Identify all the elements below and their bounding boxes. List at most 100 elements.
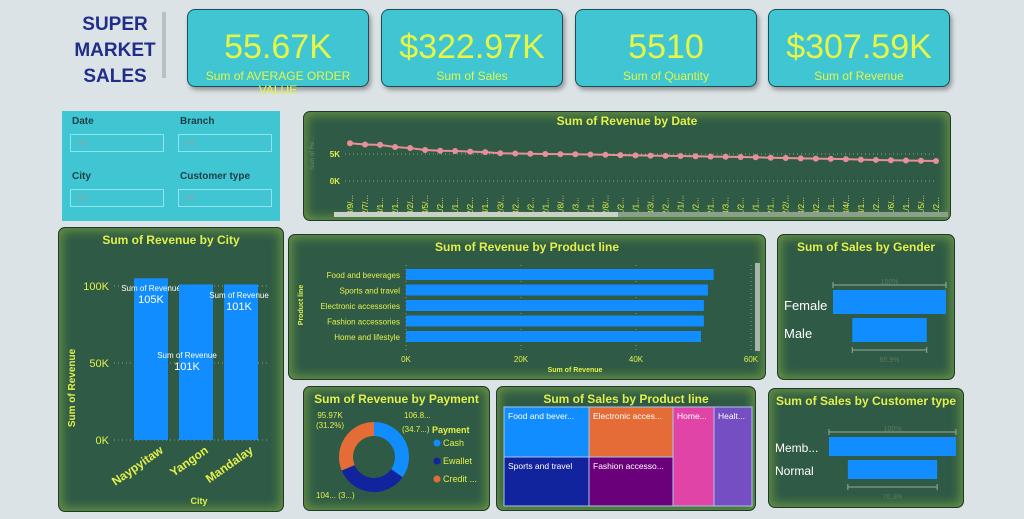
slicer-label-branch: Branch xyxy=(180,116,215,127)
dropdown-value: All xyxy=(77,138,88,148)
dashboard-title: SUPER MARKET SALES xyxy=(60,12,170,90)
sales-by-customer-type-chart: Sum of Sales by Customer type 100% Memb..… xyxy=(768,388,964,508)
data-point xyxy=(752,154,759,161)
scrollbar-thumb xyxy=(334,212,618,217)
treemap-label: Food and bever... xyxy=(508,411,574,421)
chevron-down-icon: ⌄ xyxy=(150,191,158,201)
treemap-label: Healt... xyxy=(718,411,745,421)
range-bracket xyxy=(828,429,957,435)
bar-chart: Product line 0K 20K 40K 60K Food and beverage… xyxy=(298,263,760,374)
data-point xyxy=(812,155,819,162)
category-label: Male xyxy=(784,326,812,341)
data-point xyxy=(377,141,384,148)
customer-type-dropdown[interactable]: All ⌄ xyxy=(178,189,272,207)
sales-by-product-treemap: Sum of Sales by Product line Food and be… xyxy=(496,386,756,511)
funnel-bottom-label: 65.9% xyxy=(880,357,900,364)
data-point xyxy=(467,148,474,155)
x-tick-label: 1/2... xyxy=(872,197,881,215)
kpi-label: Sum of Sales xyxy=(436,69,508,83)
chart-title: Sum of Revenue by Date xyxy=(556,114,698,128)
revenue-by-product-chart: Sum of Revenue by Product line Product l… xyxy=(288,234,766,380)
branch-dropdown[interactable]: All ⌄ xyxy=(178,134,272,152)
data-point xyxy=(677,153,684,160)
treemap: Food and bever... Electronic acces... Home… xyxy=(503,406,753,507)
data-point xyxy=(422,146,429,153)
data-point xyxy=(452,148,459,155)
x-tick-label: 1/6/... xyxy=(887,195,896,215)
funnel-bar xyxy=(829,437,956,456)
x-tick-label: 3/1... xyxy=(481,197,490,215)
data-point xyxy=(797,155,804,162)
treemap-tile xyxy=(672,406,715,507)
x-tick-label: 1/3... xyxy=(571,197,580,215)
data-point xyxy=(692,153,699,160)
data-label-value: 105K xyxy=(138,294,164,306)
data-point xyxy=(647,152,654,159)
range-bracket xyxy=(851,347,928,353)
x-tick-label: 1/1... xyxy=(631,197,640,215)
y-tick-label: Sports and travel xyxy=(340,287,401,296)
x-tick-label: 2/1... xyxy=(541,197,550,215)
kpi-revenue: $307.59K Sum of Revenue xyxy=(768,9,950,87)
range-bracket xyxy=(847,484,938,490)
data-label: (34.7...) xyxy=(402,425,430,434)
chart-title: Sum of Revenue by Payment xyxy=(314,392,479,406)
x-tick-label: 3/4/... xyxy=(842,195,851,215)
x-tick-label: 1/8/... xyxy=(556,195,565,215)
x-tick-label: 2/2/... xyxy=(782,195,791,215)
x-tick-label: 2/3/... xyxy=(496,195,505,215)
x-tick-label: 3/1... xyxy=(857,197,866,215)
donut-slice xyxy=(339,422,374,471)
data-label-name: Sum of Revenue xyxy=(121,284,181,293)
treemap-label: Electronic acces... xyxy=(593,411,662,421)
chevron-down-icon: ⌄ xyxy=(258,136,266,146)
data-point xyxy=(407,145,414,152)
x-tick-label: 3/5/... xyxy=(421,195,430,215)
dropdown-value: All xyxy=(77,193,88,203)
y-tick-label: 100K xyxy=(83,281,109,293)
date-dropdown[interactable]: All ⌄ xyxy=(70,134,164,152)
category-label: Normal xyxy=(775,464,814,478)
data-point xyxy=(857,156,864,163)
data-point xyxy=(557,151,564,158)
x-tick-label: 1/2... xyxy=(932,197,941,215)
x-tick-label: 40K xyxy=(629,355,644,364)
data-point xyxy=(662,152,669,159)
x-tick-label: 0K xyxy=(401,355,411,364)
bar xyxy=(224,284,258,440)
treemap-tile xyxy=(588,456,674,507)
revenue-by-payment-chart: Sum of Revenue by Payment 106.8... (34.7.… xyxy=(303,386,490,511)
kpi-label: Sum of Quantity xyxy=(622,69,710,83)
bar xyxy=(406,315,704,327)
treemap-label: Fashion accesso... xyxy=(593,461,664,471)
legend-item: Credit ... xyxy=(443,474,477,484)
treemap-tile xyxy=(503,406,590,458)
x-tick-label: 1/2... xyxy=(737,197,746,215)
data-label: 106.8... xyxy=(404,411,431,420)
bar xyxy=(406,331,701,342)
legend-marker xyxy=(433,457,441,465)
sales-by-gender-chart: Sum of Sales by Gender 100% Female Male 65.… xyxy=(777,234,955,380)
bar xyxy=(134,278,168,440)
y-tick-label: Home and lifestyle xyxy=(334,333,400,342)
x-tick-label: 1/5/... xyxy=(917,195,926,215)
dropdown-value: All xyxy=(185,193,196,203)
data-point xyxy=(542,151,549,157)
y-tick-label: 0K xyxy=(330,177,340,186)
x-axis-label: City xyxy=(190,496,207,506)
chevron-down-icon: ⌄ xyxy=(258,191,266,201)
data-label-value: 101K xyxy=(174,361,200,373)
kpi-sales: $322.97K Sum of Sales xyxy=(381,9,563,87)
treemap-tile xyxy=(588,406,674,458)
data-point xyxy=(902,157,909,164)
chart-title: Sum of Revenue by Product line xyxy=(434,240,620,254)
city-dropdown[interactable]: All ⌄ xyxy=(70,189,164,207)
funnel-chart: 100% Memb... Normal 70.3% xyxy=(775,426,957,501)
bar xyxy=(406,300,704,311)
x-tick-label: 1/1/... xyxy=(677,195,686,215)
legend-item: Cash xyxy=(443,438,464,448)
slicer-panel: Date All ⌄ Branch All ⌄ City All ⌄ Customer… xyxy=(62,111,280,221)
treemap-tile xyxy=(503,456,590,507)
data-point xyxy=(737,153,744,160)
bar xyxy=(406,269,714,280)
